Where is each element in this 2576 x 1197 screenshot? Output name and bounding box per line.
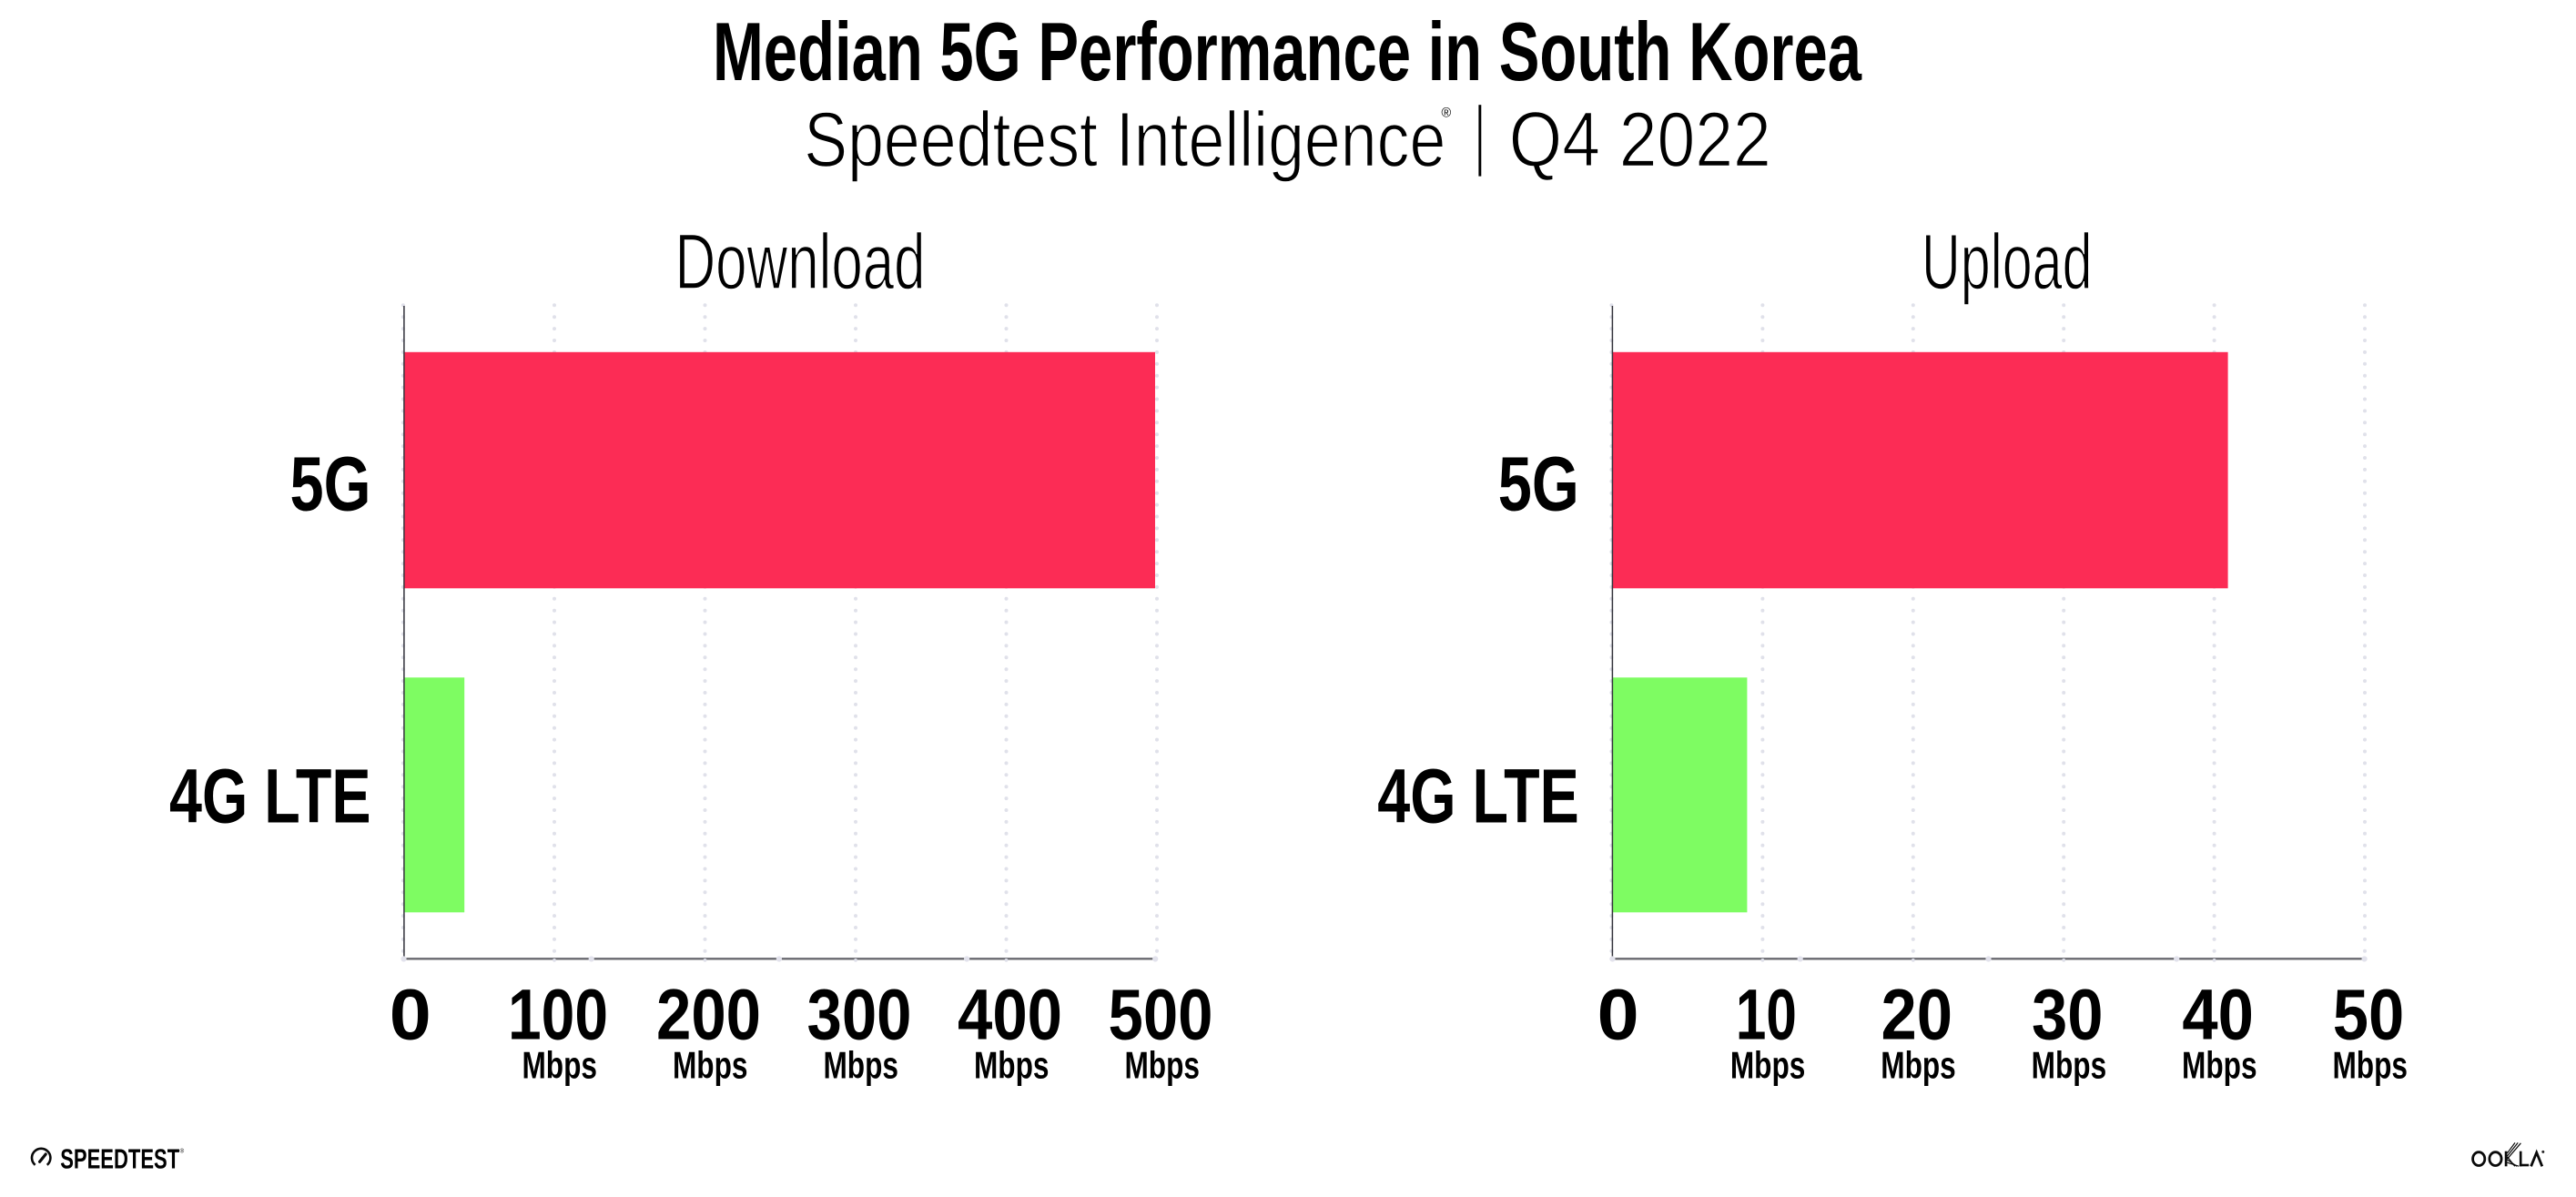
svg-text:200: 200	[656, 974, 761, 1055]
svg-text:®: ®	[180, 1149, 185, 1155]
svg-text:0: 0	[390, 974, 431, 1055]
svg-text:300: 300	[807, 974, 912, 1055]
svg-text:Mbps: Mbps	[2332, 1044, 2408, 1087]
svg-text:5G: 5G	[290, 441, 371, 527]
svg-text:Median 5G Performance in South: Median 5G Performance in South Korea	[713, 6, 1862, 98]
svg-text:Mbps: Mbps	[1124, 1044, 1200, 1087]
svg-text:Mbps: Mbps	[1730, 1044, 1806, 1087]
svg-text:®: ®	[1442, 107, 1452, 121]
svg-text:500: 500	[1109, 974, 1213, 1055]
svg-text:Mbps: Mbps	[673, 1044, 748, 1087]
svg-text:Download: Download	[675, 218, 926, 306]
svg-text:5G: 5G	[1498, 441, 1579, 527]
svg-text:10: 10	[1736, 974, 1797, 1055]
svg-text:0: 0	[1597, 974, 1639, 1055]
svg-text:20: 20	[1881, 974, 1953, 1055]
svg-text:Mbps: Mbps	[974, 1044, 1050, 1087]
svg-text:40: 40	[2182, 974, 2254, 1055]
svg-text:Mbps: Mbps	[2032, 1044, 2107, 1087]
svg-text:SPEEDTEST: SPEEDTEST	[60, 1144, 179, 1175]
svg-text:Mbps: Mbps	[2182, 1044, 2257, 1087]
svg-text:4G LTE: 4G LTE	[169, 754, 371, 839]
svg-text:50: 50	[2333, 974, 2405, 1055]
svg-text:Mbps: Mbps	[522, 1044, 597, 1087]
svg-text:100: 100	[508, 974, 608, 1055]
svg-text:4G LTE: 4G LTE	[1377, 754, 1579, 839]
svg-text:Mbps: Mbps	[823, 1044, 898, 1087]
svg-text:30: 30	[2032, 974, 2104, 1055]
svg-text:Mbps: Mbps	[1881, 1044, 1956, 1087]
svg-text:400: 400	[958, 974, 1062, 1055]
svg-text:Q4 2022: Q4 2022	[1509, 97, 1771, 184]
svg-text:Speedtest Intelligence: Speedtest Intelligence	[804, 97, 1445, 184]
svg-text:Upload: Upload	[1922, 218, 2093, 306]
